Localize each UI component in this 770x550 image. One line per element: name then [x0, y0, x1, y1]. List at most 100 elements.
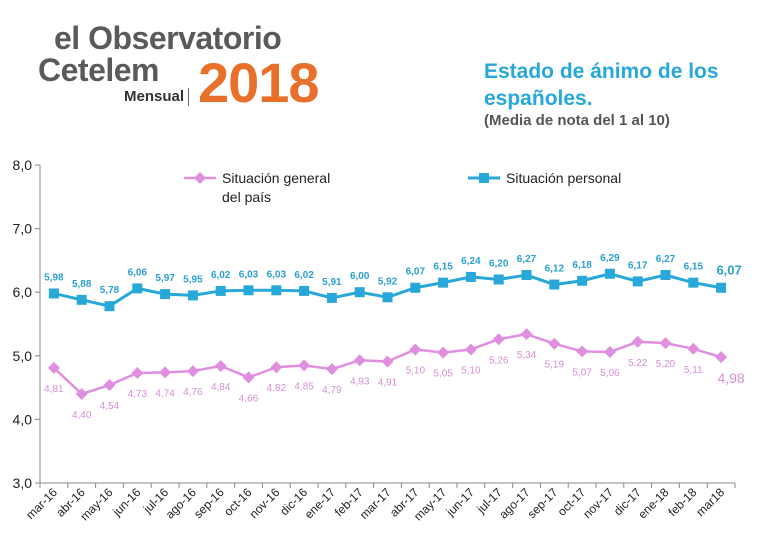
data-label-personal: 5,92: [378, 276, 398, 287]
y-tick-label: 3,0: [13, 475, 33, 491]
data-label-general: 5,26: [489, 355, 509, 366]
x-tick-label: jun-16: [109, 485, 143, 519]
y-tick-label: 8,0: [13, 157, 33, 173]
y-tick-label: 5,0: [13, 348, 33, 364]
point-general: [715, 351, 728, 364]
legend-label-general-2: del país: [222, 189, 271, 205]
point-general: [47, 361, 60, 374]
data-label-general: 5,19: [545, 360, 565, 371]
point-general: [548, 337, 561, 350]
point-general: [159, 366, 172, 379]
data-label-general: 5,06: [600, 368, 620, 379]
point-general: [659, 337, 672, 350]
point-general: [103, 379, 116, 392]
data-label-general: 5,10: [406, 365, 426, 376]
point-general: [325, 363, 338, 376]
point-general: [520, 328, 533, 341]
point-personal: [132, 283, 143, 294]
x-tick-label: mar-17: [357, 485, 394, 522]
data-label-general: 5,20: [656, 359, 676, 370]
data-label-general: 5,11: [684, 365, 703, 376]
x-tick-label: mar18: [693, 485, 727, 519]
point-personal: [577, 275, 588, 286]
data-label-personal: 6,27: [656, 254, 676, 265]
data-label-general: 4,66: [239, 393, 259, 404]
logo-separator: [188, 88, 189, 106]
data-label-general: 4,85: [294, 381, 314, 392]
data-label-personal: 5,95: [183, 274, 203, 285]
data-label-personal: 6,06: [128, 267, 148, 278]
point-personal: [660, 270, 671, 281]
point-personal: [104, 301, 115, 312]
logo-mensual: Mensual: [124, 88, 185, 105]
data-label-personal: 6,24: [461, 256, 481, 267]
point-personal: [688, 277, 699, 288]
point-personal: [160, 289, 171, 300]
point-general: [464, 343, 477, 356]
data-label-general: 4,74: [155, 388, 175, 399]
point-personal: [410, 282, 421, 293]
point-general: [492, 333, 505, 346]
data-label-general: 4,91: [378, 378, 398, 389]
data-label-personal: 5,98: [44, 272, 64, 283]
data-label-personal: 6,00: [350, 271, 370, 282]
point-personal: [215, 285, 226, 296]
x-tick-label: ago-16: [163, 485, 200, 522]
data-label-personal: 6,29: [600, 253, 620, 264]
x-tick-label: feb-18: [665, 485, 699, 519]
point-general: [242, 371, 255, 384]
chart-subtitle: (Media de nota del 1 al 10): [484, 112, 670, 129]
point-general: [381, 355, 394, 368]
x-tick-label: nov-17: [580, 485, 616, 521]
x-tick-label: ene-17: [302, 485, 339, 522]
logo-text-observatorio: el Observatorio: [54, 20, 282, 56]
point-general: [131, 366, 144, 379]
legend-marker-general: [194, 172, 206, 184]
point-personal: [549, 279, 560, 290]
y-tick-label: 7,0: [13, 221, 33, 237]
point-personal: [521, 270, 532, 281]
data-label-personal: 6,17: [628, 260, 648, 271]
data-label-personal: 6,07: [716, 263, 741, 278]
point-personal: [438, 277, 449, 288]
legend-label-personal: Situación personal: [506, 170, 621, 186]
logo-year: 2018: [198, 51, 320, 114]
y-tick-label: 6,0: [13, 284, 33, 300]
point-general: [214, 359, 227, 372]
chart-title: Estado de ánimo de los españoles.: [484, 60, 719, 110]
data-label-personal: 6,02: [294, 270, 314, 281]
point-personal: [632, 276, 643, 287]
x-tick-label: sep-16: [191, 485, 227, 521]
point-personal: [243, 285, 254, 296]
data-label-general: 4,81: [44, 384, 64, 395]
point-general: [353, 354, 366, 367]
logo-text-cetelem: Cetelem: [38, 52, 160, 88]
data-label-personal: 6,02: [211, 270, 231, 281]
data-label-personal: 6,07: [406, 267, 426, 278]
point-personal: [716, 282, 727, 293]
point-general: [437, 346, 450, 359]
point-personal: [604, 268, 615, 279]
point-personal: [48, 288, 59, 299]
data-label-general: 4,98: [717, 370, 744, 386]
point-personal: [465, 271, 476, 282]
x-tick-label: ago-17: [496, 485, 533, 522]
data-label-general: 5,05: [433, 369, 453, 380]
point-general: [687, 342, 700, 355]
point-general: [409, 343, 422, 356]
point-personal: [326, 292, 337, 303]
data-label-personal: 6,15: [684, 262, 704, 273]
point-general: [75, 387, 88, 400]
data-label-personal: 6,27: [517, 254, 537, 265]
data-label-general: 5,34: [517, 350, 537, 361]
data-label-personal: 6,18: [572, 260, 592, 271]
data-label-personal: 5,97: [155, 273, 175, 284]
data-label-general: 4,82: [267, 383, 287, 394]
data-label-personal: 6,03: [267, 269, 287, 280]
data-label-personal: 6,15: [433, 262, 453, 273]
point-personal: [271, 285, 282, 296]
point-personal: [187, 290, 198, 301]
data-label-general: 5,07: [572, 367, 592, 378]
point-personal: [354, 287, 365, 298]
logo: el Observatorio Cetelem 2018 Mensual: [38, 18, 338, 118]
